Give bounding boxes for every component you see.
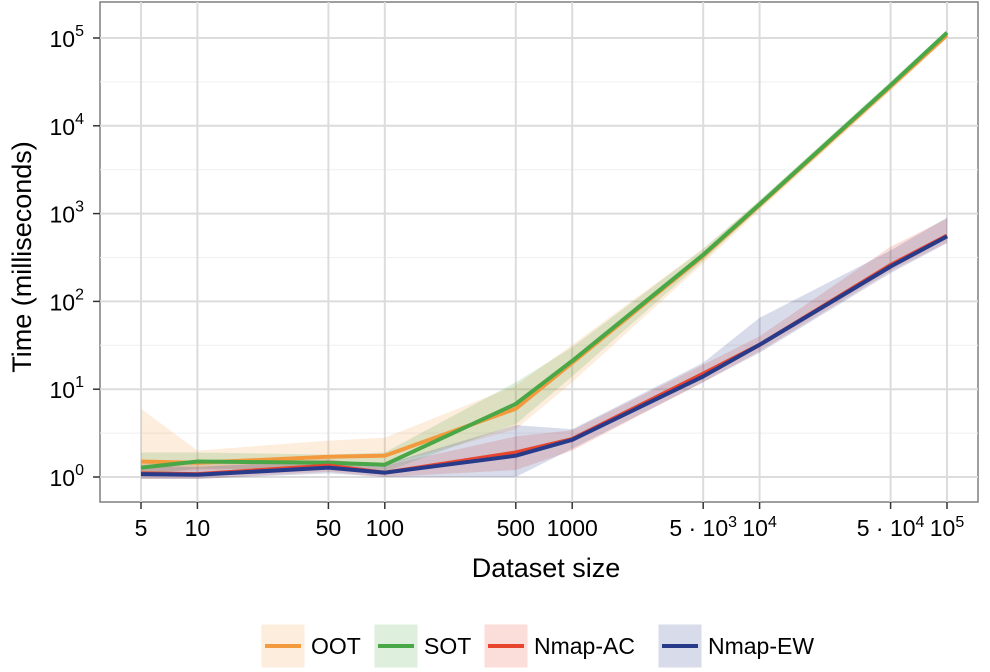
line-sot — [140, 31, 949, 470]
y-tick-label: 105 — [50, 23, 85, 52]
x-tick-label: 1000 — [547, 515, 598, 541]
plot-background — [99, 1, 979, 503]
x-tick-label: 10 — [185, 515, 211, 541]
y-tick-label: 101 — [50, 374, 85, 403]
x-tick-label: 500 — [497, 515, 535, 541]
line-nmap-ew — [140, 234, 948, 477]
x-tick-label: 5 · 104 — [857, 514, 925, 541]
x-tick-label: 100 — [366, 515, 404, 541]
y-axis: 100 101 102 103 104 105 — [50, 23, 100, 491]
x-tick-label: 104 — [742, 514, 777, 541]
grid — [100, 2, 978, 502]
x-tick-label: 105 — [930, 514, 965, 541]
legend-label-oot: OOT — [311, 633, 361, 659]
y-tick-label: 102 — [50, 286, 85, 315]
x-axis: 5 10 50 100 500 1000 5 · 103 104 5 · 104 105 — [135, 502, 965, 541]
y-tick-label: 103 — [50, 199, 85, 228]
x-axis-title: Dataset size — [472, 553, 621, 583]
y-axis-title: Time (milliseconds) — [7, 141, 37, 373]
legend: OOT SOT Nmap-AC Nmap-EW — [260, 623, 814, 669]
legend-label-nmap-ew: Nmap-EW — [708, 633, 814, 659]
x-tick-label: 50 — [316, 515, 342, 541]
x-tick-label: 5 — [135, 515, 148, 541]
series-lines — [140, 31, 949, 477]
legend-label-sot: SOT — [424, 633, 471, 659]
y-tick-label: 100 — [50, 462, 85, 491]
x-tick-label: 5 · 103 — [669, 514, 737, 541]
legend-label-nmap-ac: Nmap-AC — [534, 633, 635, 659]
y-tick-label: 104 — [50, 111, 85, 140]
